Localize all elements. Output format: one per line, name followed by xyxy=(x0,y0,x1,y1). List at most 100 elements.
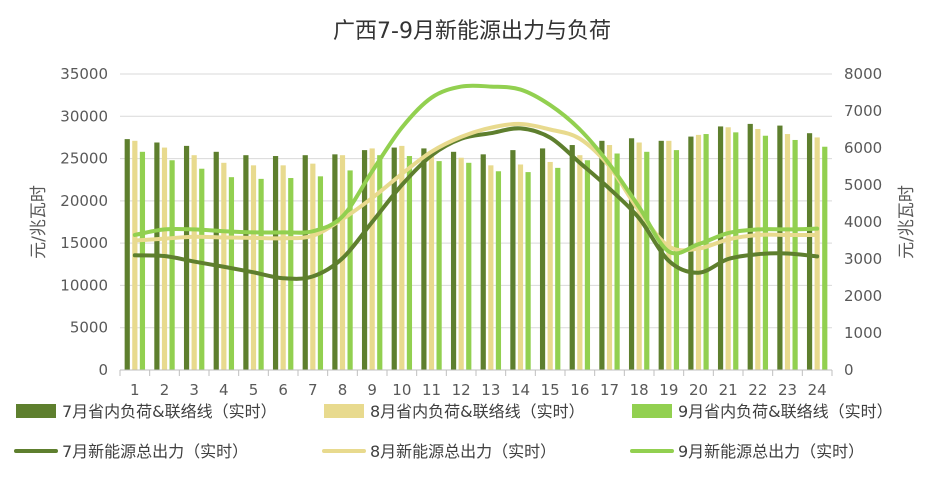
x-tick-label: 19 xyxy=(659,381,678,399)
y-right-tick-label: 3000 xyxy=(844,250,882,268)
x-tick-label: 16 xyxy=(570,381,589,399)
bar-9-month xyxy=(228,177,235,370)
bar-9-month xyxy=(288,178,294,370)
bar-8-month xyxy=(399,145,405,370)
legend-label: 8月省内负荷&联络线（实时） xyxy=(370,402,585,421)
y-right-tick-label: 1000 xyxy=(844,324,882,342)
y-left-tick-label: 10000 xyxy=(60,276,108,294)
bar-9-month xyxy=(199,168,205,370)
axis-layer: 0500010000150002000025000300003500001000… xyxy=(60,65,882,399)
bar-9-month xyxy=(525,172,531,370)
x-tick-label: 22 xyxy=(748,381,767,399)
x-tick-label: 18 xyxy=(630,381,649,399)
bar-8-month xyxy=(725,127,731,370)
x-tick-label: 21 xyxy=(719,381,738,399)
bar-8-month xyxy=(755,128,761,370)
legend-swatch-bar xyxy=(16,404,56,418)
bar-8-month xyxy=(517,164,524,370)
bar-8-month xyxy=(577,155,583,370)
bar-9-month xyxy=(169,160,175,370)
x-tick-label: 6 xyxy=(278,381,288,399)
y-right-tick-label: 6000 xyxy=(844,139,882,157)
x-tick-label: 12 xyxy=(452,381,471,399)
y-axis-left-title: 元/兆瓦时 xyxy=(29,185,49,259)
bar-7-month xyxy=(688,136,694,370)
bar-9-month xyxy=(466,162,472,370)
y-left-tick-label: 25000 xyxy=(60,150,108,168)
bar-7-month xyxy=(243,155,249,370)
y-left-tick-label: 15000 xyxy=(60,234,108,252)
line-series-9-month xyxy=(132,83,820,256)
y-right-tick-label: 7000 xyxy=(844,102,882,120)
bar-8-month xyxy=(606,145,613,370)
bar-9-month xyxy=(347,170,353,370)
bar-9-month xyxy=(436,161,442,370)
x-tick-label: 10 xyxy=(392,381,411,399)
bar-9-month xyxy=(673,150,680,370)
bar-9-month xyxy=(644,151,650,370)
x-tick-label: 14 xyxy=(511,381,530,399)
bar-7-month xyxy=(717,126,724,370)
bar-7-month xyxy=(777,125,783,371)
y-left-tick-label: 5000 xyxy=(70,319,108,337)
y-axis-right-title: 元/兆瓦时 xyxy=(897,185,917,259)
bar-8-month xyxy=(428,150,435,370)
bar-7-month xyxy=(361,150,368,370)
line-series-7-month xyxy=(132,126,820,281)
bar-8-month xyxy=(695,134,702,370)
bar-7-month xyxy=(747,123,753,370)
y-right-tick-label: 8000 xyxy=(844,65,882,83)
y-right-tick-label: 5000 xyxy=(844,176,882,194)
bar-8-month xyxy=(547,161,553,370)
y-left-tick-label: 35000 xyxy=(60,65,108,83)
bar-9-month xyxy=(406,156,413,370)
bar-8-month xyxy=(458,157,464,370)
bar-7-month xyxy=(658,140,664,370)
x-tick-label: 15 xyxy=(541,381,560,399)
bar-8-month xyxy=(666,140,672,370)
bar-8-month xyxy=(636,142,642,370)
y-right-tick-label: 4000 xyxy=(844,213,882,231)
x-tick-label: 9 xyxy=(367,381,377,399)
y-right-tick-label: 2000 xyxy=(844,287,882,305)
bar-layer xyxy=(124,123,828,371)
y-right-tick-label: 0 xyxy=(844,361,854,379)
legend-label: 9月新能源总出力（实时） xyxy=(678,442,864,461)
bar-7-month xyxy=(480,154,486,370)
bar-7-month xyxy=(539,148,546,370)
legend-label: 9月省内负荷&联络线（实时） xyxy=(678,402,893,421)
bar-7-month xyxy=(213,151,219,370)
bar-8-month xyxy=(250,165,257,370)
legend: 7月省内负荷&联络线（实时） 8月省内负荷&联络线（实时） 9月省内负荷&联络线（实… xyxy=(14,402,893,461)
x-tick-label: 8 xyxy=(338,381,348,399)
x-tick-label: 2 xyxy=(160,381,170,399)
bar-7-month xyxy=(806,133,813,370)
legend-label: 7月省内负荷&联络线（实时） xyxy=(62,402,277,421)
x-tick-label: 13 xyxy=(481,381,500,399)
bar-7-month xyxy=(183,145,190,370)
x-tick-label: 24 xyxy=(808,381,827,399)
bar-7-month xyxy=(124,139,130,370)
legend-swatch-bar xyxy=(632,404,672,418)
x-tick-label: 5 xyxy=(249,381,259,399)
legend-label: 7月新能源总出力（实时） xyxy=(62,442,248,461)
bar-7-month xyxy=(302,155,308,370)
bar-9-month xyxy=(822,146,828,370)
x-tick-label: 3 xyxy=(189,381,199,399)
bar-7-month xyxy=(599,140,605,370)
bar-7-month xyxy=(391,147,397,370)
bar-8-month xyxy=(814,137,820,370)
x-tick-label: 23 xyxy=(778,381,797,399)
bar-7-month xyxy=(272,156,279,370)
legend-swatch-bar xyxy=(324,404,364,418)
bar-9-month xyxy=(703,134,709,370)
bar-9-month xyxy=(495,171,502,370)
x-tick-label: 17 xyxy=(600,381,619,399)
bar-7-month xyxy=(628,138,635,370)
bar-7-month xyxy=(450,151,457,370)
bar-9-month xyxy=(555,167,561,370)
bar-8-month xyxy=(488,165,494,370)
x-tick-label: 7 xyxy=(308,381,318,399)
